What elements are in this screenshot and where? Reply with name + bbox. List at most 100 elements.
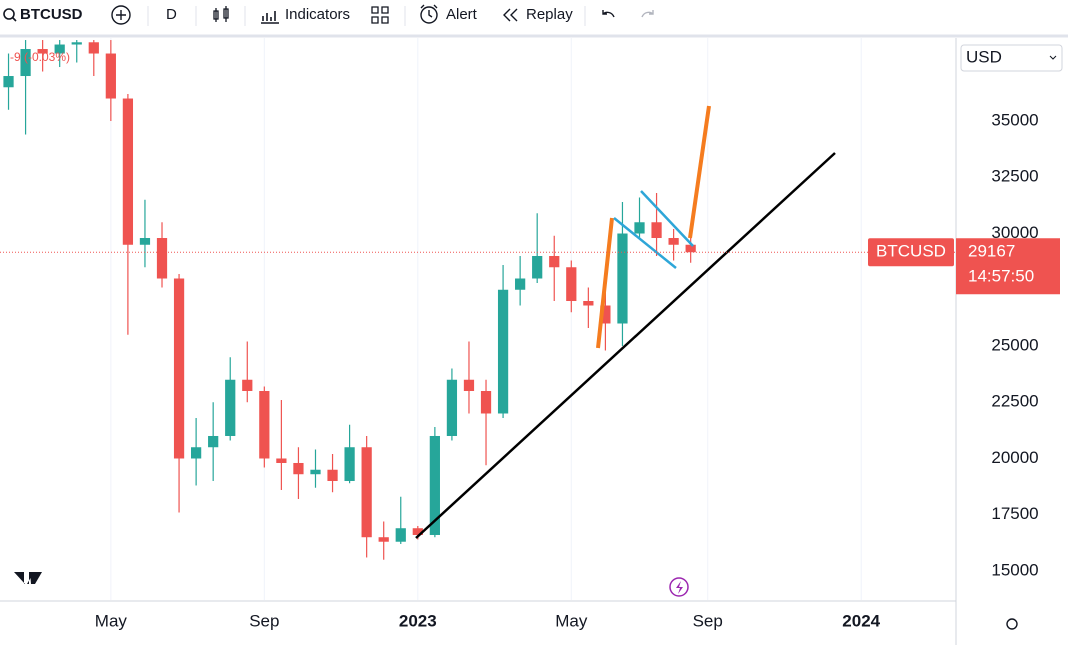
replay-button[interactable]: Replay <box>526 6 573 23</box>
candle-body <box>327 469 338 481</box>
candle-body <box>310 469 321 475</box>
candle-body <box>600 305 611 324</box>
alert-icon <box>420 6 438 24</box>
candle-body <box>225 379 236 436</box>
y-tick-label: 25000 <box>991 335 1038 354</box>
candle-body <box>583 301 594 306</box>
y-tick-label: 20000 <box>991 448 1038 467</box>
candle-body <box>395 528 406 542</box>
candle-body <box>105 53 116 99</box>
redo-button[interactable] <box>641 10 654 18</box>
candle-body <box>259 390 270 459</box>
candle-body <box>293 462 304 475</box>
interval[interactable]: D <box>166 6 177 23</box>
candle-body <box>480 390 492 414</box>
candle-body <box>191 447 202 459</box>
candle-body <box>139 238 151 245</box>
candle-body <box>651 222 662 239</box>
x-tick-label: 2024 <box>842 611 880 630</box>
candle-body <box>532 256 543 279</box>
price-axis: 1500017500200002250025000275003000032500… <box>991 111 1038 580</box>
candle-body <box>617 233 628 324</box>
last-price-label: BTCUSD 29167 14:57:50 <box>868 238 1060 295</box>
price-change: -9 (-0.03%) <box>10 50 70 64</box>
grid <box>110 38 862 600</box>
trend-line[interactable] <box>415 152 836 539</box>
chart-type-button[interactable] <box>213 6 229 22</box>
candle-body <box>566 267 577 302</box>
tv-logo <box>30 572 42 584</box>
candle-body <box>37 49 48 54</box>
candle-body <box>122 98 134 245</box>
candle-body <box>412 528 423 535</box>
tv-logo <box>14 572 34 584</box>
x-tick-label: 2023 <box>399 611 437 630</box>
symbol-tag <box>868 238 954 267</box>
currency-select[interactable] <box>960 44 1063 72</box>
candle-body <box>429 435 440 535</box>
candle-body <box>446 379 458 436</box>
x-tick-label: May <box>95 611 128 630</box>
flag-pole[interactable] <box>596 217 614 349</box>
candle-body <box>668 238 679 245</box>
symbol[interactable]: BTCUSD <box>20 6 83 23</box>
flag-channel[interactable] <box>640 190 694 247</box>
alert-icon <box>420 4 438 18</box>
y-tick-label: 17500 <box>991 504 1038 523</box>
candle-body <box>361 447 372 538</box>
candle-body <box>685 244 696 253</box>
price-tag <box>956 238 1060 295</box>
indicators-button[interactable]: Indicators <box>285 6 350 23</box>
toolbar: BTCUSD D Indicators Alert Replay <box>0 0 1068 38</box>
undo-button[interactable] <box>602 10 615 18</box>
candle-body <box>156 238 168 279</box>
candle-body <box>549 256 560 268</box>
replay-icon <box>503 8 518 22</box>
y-tick-label: 32500 <box>991 167 1038 186</box>
candles <box>3 40 696 560</box>
candle-body <box>497 289 509 414</box>
candle-body <box>344 447 355 481</box>
x-tick-label: Sep <box>249 611 279 630</box>
compare-icon <box>116 10 126 20</box>
candle-body <box>634 222 645 234</box>
events-icon <box>676 581 683 594</box>
candle-body <box>20 49 31 77</box>
candle-body <box>3 76 14 88</box>
projection-line[interactable] <box>688 105 711 239</box>
y-tick-label: 22500 <box>991 392 1038 411</box>
candle-body <box>54 44 65 54</box>
y-tick-label: 15000 <box>991 560 1038 579</box>
y-tick-label: 30000 <box>991 223 1038 242</box>
search-icon[interactable] <box>3 8 15 20</box>
candle-body <box>173 278 185 459</box>
settings-button[interactable] <box>1006 618 1018 630</box>
candle-body <box>463 379 475 391</box>
last-price: 29167 <box>968 242 1015 261</box>
candle-body <box>276 458 287 463</box>
candle-body <box>71 42 82 45</box>
dropdown-arrow <box>1049 55 1057 60</box>
compare-button[interactable] <box>111 5 131 25</box>
candle-body <box>515 278 526 290</box>
drawings <box>415 105 836 539</box>
indicators-icon <box>261 11 279 24</box>
x-tick-label: May <box>555 611 588 630</box>
countdown: 14:57:50 <box>968 267 1034 286</box>
toolbar-bg <box>0 0 1068 34</box>
symbol-tag-text: BTCUSD <box>876 242 946 261</box>
candle-body <box>378 537 389 542</box>
x-tick-label: Sep <box>693 611 723 630</box>
currency: USD <box>966 47 1002 66</box>
time-axis: May Sep 2023 May Sep 2024 <box>95 611 881 630</box>
y-tick-label: 35000 <box>991 111 1038 130</box>
templates-button[interactable] <box>371 6 389 24</box>
candle-body <box>88 42 99 54</box>
alert-button[interactable]: Alert <box>446 6 478 23</box>
flag-channel[interactable] <box>613 217 677 269</box>
search-icon <box>11 16 17 22</box>
candle-body <box>208 435 219 448</box>
candle-body <box>242 379 253 391</box>
